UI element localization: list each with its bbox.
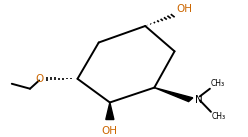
Text: CH₃: CH₃: [212, 112, 226, 121]
Text: N: N: [195, 95, 203, 105]
Text: OH: OH: [102, 126, 118, 136]
Text: OH: OH: [177, 4, 192, 14]
Polygon shape: [106, 102, 114, 119]
Polygon shape: [154, 88, 193, 102]
Text: O: O: [35, 74, 44, 84]
Text: CH₃: CH₃: [211, 79, 225, 88]
